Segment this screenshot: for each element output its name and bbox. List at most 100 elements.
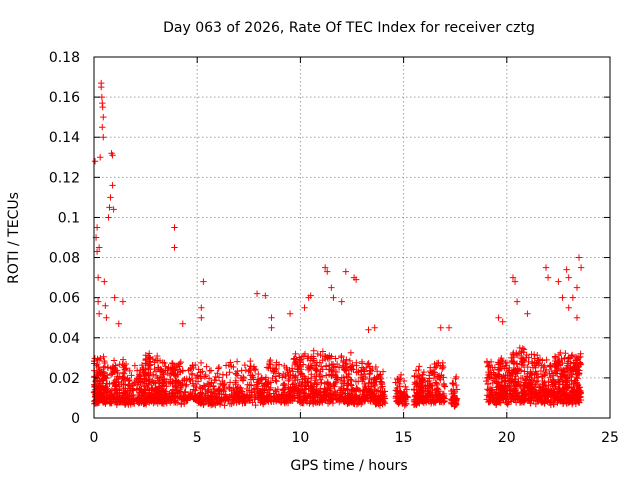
data-point <box>145 366 153 373</box>
data-point <box>226 393 234 401</box>
data-point <box>94 298 102 305</box>
data-point <box>396 383 403 390</box>
y-tick-label: 0.18 <box>49 50 80 66</box>
data-point <box>317 351 324 359</box>
data-point <box>308 353 315 361</box>
data-point <box>416 372 423 380</box>
data-point <box>486 397 494 404</box>
data-point <box>189 361 196 369</box>
data-point <box>499 318 506 325</box>
data-point <box>121 370 128 377</box>
data-point <box>563 266 570 273</box>
data-point <box>202 390 209 397</box>
data-point <box>110 357 118 364</box>
data-point <box>332 395 340 403</box>
data-point <box>416 386 424 393</box>
data-point <box>149 377 156 385</box>
data-point <box>221 384 228 392</box>
data-point <box>348 365 356 373</box>
data-point <box>107 194 114 201</box>
data-point <box>192 395 199 403</box>
data-point <box>283 398 290 406</box>
data-point <box>100 368 107 375</box>
data-point <box>361 368 368 375</box>
data-point <box>272 373 280 380</box>
data-point <box>491 399 499 407</box>
data-point <box>258 389 265 396</box>
data-point <box>374 387 382 394</box>
data-point <box>492 372 500 379</box>
data-point <box>422 383 429 391</box>
data-point <box>367 367 374 374</box>
data-point <box>245 395 252 402</box>
data-point <box>159 369 167 376</box>
data-point <box>197 375 205 382</box>
data-point <box>101 357 108 365</box>
data-point <box>495 361 502 368</box>
data-point <box>98 371 106 379</box>
data-point <box>176 360 183 367</box>
data-point <box>225 383 233 391</box>
data-point <box>418 383 426 390</box>
y-tick-label: 0.04 <box>49 331 80 347</box>
data-point <box>365 360 372 367</box>
data-point <box>162 388 169 395</box>
data-point <box>283 364 290 372</box>
data-point <box>503 359 511 366</box>
data-point <box>430 399 438 407</box>
data-point <box>378 391 385 399</box>
data-point <box>310 347 317 354</box>
data-point <box>180 400 188 408</box>
data-point <box>278 393 286 401</box>
data-point <box>176 379 183 387</box>
data-point <box>445 324 453 331</box>
x-tick-label: 20 <box>498 430 516 446</box>
data-point <box>200 278 207 285</box>
data-point <box>148 384 155 392</box>
data-point <box>128 372 135 379</box>
data-point <box>175 361 182 368</box>
data-point <box>302 397 310 404</box>
data-point <box>301 393 308 400</box>
data-point <box>204 396 211 403</box>
data-point <box>542 264 550 271</box>
data-point <box>168 393 176 401</box>
data-point <box>483 358 491 365</box>
data-point <box>94 396 101 404</box>
data-point <box>450 386 457 393</box>
data-point <box>351 391 358 398</box>
data-point <box>346 398 353 405</box>
data-point <box>181 375 188 383</box>
data-point <box>185 367 192 374</box>
data-point <box>241 391 248 398</box>
data-point <box>291 395 298 402</box>
data-point <box>122 400 129 408</box>
data-point <box>328 396 336 404</box>
data-point <box>149 355 157 363</box>
data-point <box>381 388 389 395</box>
data-point <box>410 397 418 405</box>
data-point <box>291 361 299 368</box>
data-point <box>166 371 174 379</box>
data-point <box>423 396 430 403</box>
data-point <box>142 360 150 367</box>
data-point <box>396 396 404 404</box>
data-point <box>135 373 142 381</box>
data-point <box>243 385 251 393</box>
data-point <box>356 398 363 405</box>
chart-title: Day 063 of 2026, Rate Of TEC Index for r… <box>163 20 535 36</box>
data-point <box>93 367 101 375</box>
data-point <box>508 354 515 362</box>
y-tick-label: 0.08 <box>49 251 80 267</box>
data-point <box>200 382 208 389</box>
data-point <box>123 365 130 372</box>
data-point <box>348 377 355 384</box>
data-point <box>340 385 347 392</box>
data-point <box>496 395 504 403</box>
data-point <box>223 371 230 379</box>
data-point <box>433 380 440 387</box>
data-point <box>525 358 532 366</box>
data-point <box>524 363 531 371</box>
data-point <box>325 381 333 388</box>
data-point <box>140 391 147 398</box>
